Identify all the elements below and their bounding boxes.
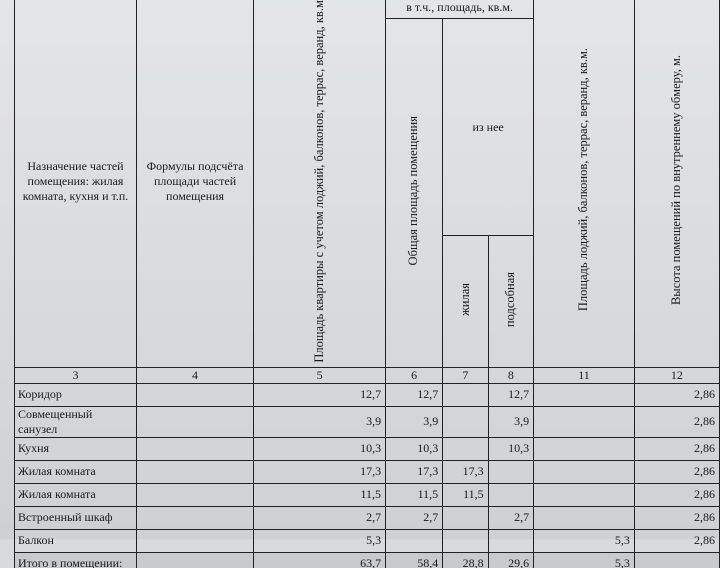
header-living: жилая: [457, 282, 472, 316]
table-row: Кухня 10,3 10,3 10,3 2,86: [13, 436, 720, 461]
header-auxiliary: подсобная: [503, 271, 518, 327]
cell-c11: [533, 482, 635, 507]
cell-c6: 3,9: [385, 405, 444, 438]
header-incl-area: в т.ч., площадь, кв.м.: [385, 0, 535, 19]
cell-c7: 28,8: [442, 551, 489, 568]
cell-name: Кухня: [13, 436, 138, 461]
cell-c7: 11,5: [442, 482, 489, 507]
column-numbers-row: 3 4 5 6 7 8 11 12: [13, 366, 720, 384]
cell-c11: [533, 382, 635, 407]
cell-formula: [136, 459, 255, 484]
header-formulas: Формулы подсчёта площади частей помещени…: [136, 0, 255, 368]
header-height: Высота помещений по внутреннему обмеру, …: [669, 54, 684, 305]
table-row: Жилая комната 11,5 11,5 11,5 2,86: [13, 482, 720, 507]
cell-c5: 3,9: [253, 405, 387, 438]
cell-c11: [533, 405, 635, 438]
cell-name: Встроенный шкаф: [13, 505, 138, 530]
cell-c6: 58,4: [385, 551, 444, 568]
cell-formula: [136, 551, 255, 568]
table-row: Жилая комната 17,3 17,3 17,3 2,86: [13, 459, 720, 484]
cell-c12: 2,86: [633, 482, 720, 507]
cell-c12: [633, 551, 720, 568]
cell-name: Совмещенный санузел: [13, 405, 138, 438]
header-area-with-loggias: Площадь квартиры с учетом лоджий, балкон…: [311, 0, 326, 363]
cell-c5: 12,7: [253, 382, 387, 407]
cell-c6: 17,3: [385, 459, 444, 484]
cell-name: Жилая комната: [13, 459, 138, 484]
cell-c11: 5,3: [533, 551, 635, 568]
cell-c5: 63,7: [253, 551, 387, 568]
col-num: 12: [633, 366, 720, 384]
col-num: 7: [442, 366, 489, 384]
header-purpose: Назначение частей помещения: жилая комна…: [13, 0, 138, 368]
cell-c11: [533, 505, 635, 530]
cell-c8: [487, 459, 535, 484]
header-loggia-area: Площадь лоджий, балконов, террас, веранд…: [576, 48, 591, 312]
cell-c7: [442, 405, 489, 438]
table-row: Совмещенный санузел 3,9 3,9 3,9 2,86: [13, 405, 720, 438]
cell-c7: [442, 505, 489, 530]
cell-formula: [136, 436, 255, 461]
cell-c8: 29,6: [487, 551, 535, 568]
faded-background-text: [0, 360, 720, 540]
cell-name: Итого в помещении:: [13, 551, 138, 568]
header-of-which: из нее: [442, 17, 535, 237]
cell-c12: 2,86: [633, 405, 720, 438]
cell-c6: 2,7: [385, 505, 444, 530]
cell-c8: 3,9: [487, 405, 535, 438]
cell-c8: 10,3: [487, 436, 535, 461]
cell-c7: 17,3: [442, 459, 489, 484]
cell-c5: 11,5: [253, 482, 387, 507]
total-row: Итого в помещении: 63,7 58,4 28,8 29,6 5,3: [13, 551, 720, 568]
header-total-area: Общая площадь помещения: [406, 116, 421, 266]
cell-c11: [533, 459, 635, 484]
